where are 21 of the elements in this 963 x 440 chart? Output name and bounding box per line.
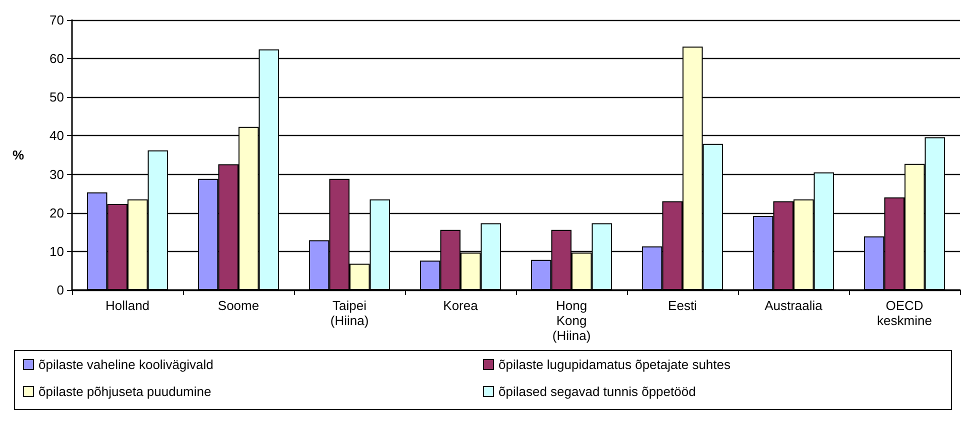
y-tick-label: 10 <box>50 244 64 259</box>
legend-label: õpilased segavad tunnis õppetööd <box>498 384 696 399</box>
x-tick-label: Austraalia <box>764 298 824 313</box>
y-tick-label: 30 <box>50 166 64 182</box>
x-tick-label: Korea <box>443 298 479 313</box>
y-tick-label: 0 <box>56 282 64 298</box>
legend-label: õpilaste põhjuseta puudumine <box>38 384 212 399</box>
x-tick-label: Eesti <box>668 298 698 313</box>
y-axis-title: % <box>12 148 24 162</box>
y-tick-label: 20 <box>50 205 64 220</box>
x-tick-label: Taipei (Hiina) <box>330 298 369 328</box>
legend-label: õpilaste vaheline koolivägivald <box>38 357 214 372</box>
x-tick-label: Hong Kong (Hiina) <box>552 298 591 343</box>
x-tick-label: Soome <box>218 298 260 313</box>
x-tick-label: Holland <box>105 298 150 313</box>
y-tick-label: 60 <box>50 51 64 66</box>
y-tick-label: 70 <box>50 12 64 28</box>
x-tick-label: OECD keskmine <box>877 298 932 328</box>
legend-label: õpilaste lugupidamatus õpetajate suhtes <box>498 357 731 372</box>
y-tick-label: 50 <box>50 90 64 105</box>
y-tick-label: 40 <box>50 128 64 144</box>
